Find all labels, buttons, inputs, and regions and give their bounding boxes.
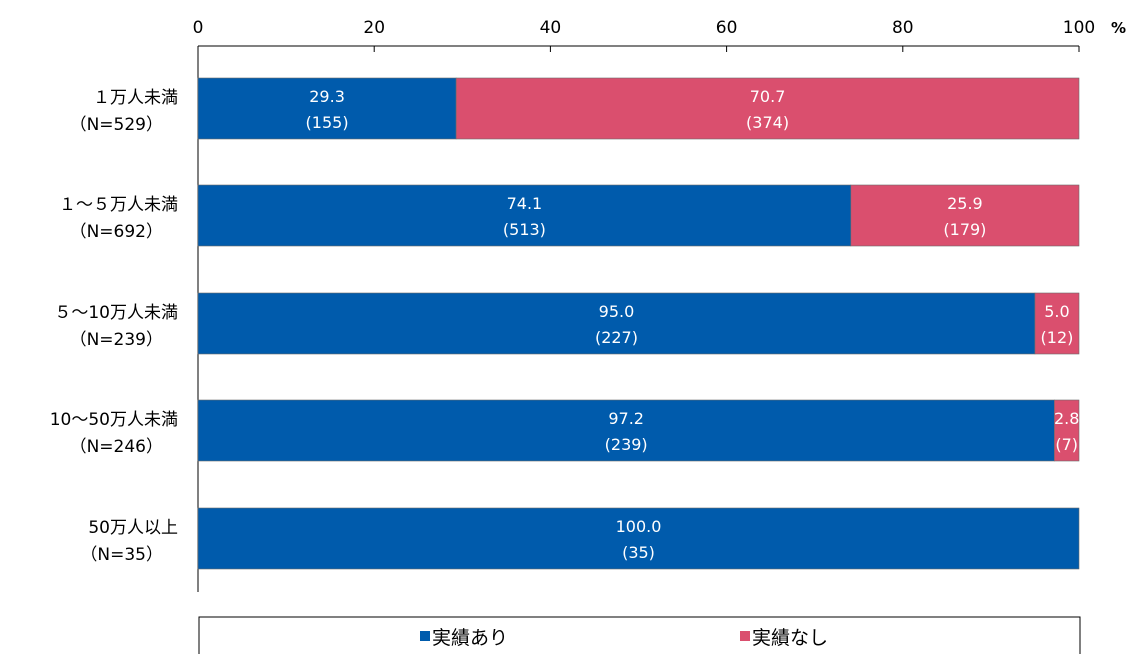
x-tick-label: 0 [193,18,204,38]
category-labels: １万人未満 （N=529） １～５万人未満 （N=692） ５～10万人未満 （N=239… [50,88,178,565]
bar-segment [1054,399,1080,462]
category-label: 10～50万人未満 [50,410,178,430]
legend-box [198,616,1081,654]
bar-value-label: 29.3 [309,87,345,106]
bar-segment [197,507,1080,570]
x-tick-label: 40 [540,18,562,38]
legend-swatch [420,631,430,641]
bars-group: 29.3 (155) 70.7 (374) 74.1 (513) 25.9 (179) 95.0… [197,77,1080,570]
legend-label: 実績あり [432,627,508,649]
bar-count-label: (155) [306,113,349,132]
category-n-label: （N=35） [80,545,163,565]
bar-value-label: 100.0 [616,517,662,536]
bar-value-label: 25.9 [947,194,983,213]
legend: 実績あり 実績なし [198,616,1081,654]
bar-value-label: 70.7 [750,87,786,106]
category-n-label: （N=692） [70,222,163,242]
category-n-label: （N=246） [70,437,163,457]
category-n-label: （N=239） [70,330,163,350]
bar-value-label: 97.2 [608,409,644,428]
bar-segment [850,184,1080,247]
bar-count-label: (513) [503,220,546,239]
bar-segment [197,399,1055,462]
bar-count-label: (227) [595,328,638,347]
category-label: １～５万人未満 [59,195,178,215]
bar-count-label: (374) [746,113,789,132]
legend-label: 実績なし [752,627,828,649]
bar-value-label: 5.0 [1044,302,1069,321]
x-tick-label: 60 [716,18,738,38]
x-unit-label: % [1111,19,1126,37]
bar-segment [197,292,1036,355]
category-label: 50万人以上 [88,518,178,538]
x-tick-label: 100 [1063,18,1095,38]
bar-count-label: (239) [605,435,648,454]
legend-swatch [740,631,750,641]
bar-count-label: (179) [943,220,986,239]
bar-count-label: (7) [1055,435,1078,454]
bar-segment [455,77,1080,140]
category-label: ５～10万人未満 [54,303,178,323]
category-label: １万人未満 [93,88,178,108]
x-axis: 0 20 40 60 80 100% [193,18,1126,592]
bar-segment [1034,292,1080,355]
bar-count-label: (35) [622,543,655,562]
x-tick-label: 20 [363,18,385,38]
x-tick-label: 80 [892,18,914,38]
bar-count-label: (12) [1041,328,1074,347]
category-n-label: （N=529） [70,115,163,135]
bar-value-label: 2.8 [1054,409,1079,428]
bar-value-label: 95.0 [599,302,635,321]
bar-value-label: 74.1 [507,194,543,213]
